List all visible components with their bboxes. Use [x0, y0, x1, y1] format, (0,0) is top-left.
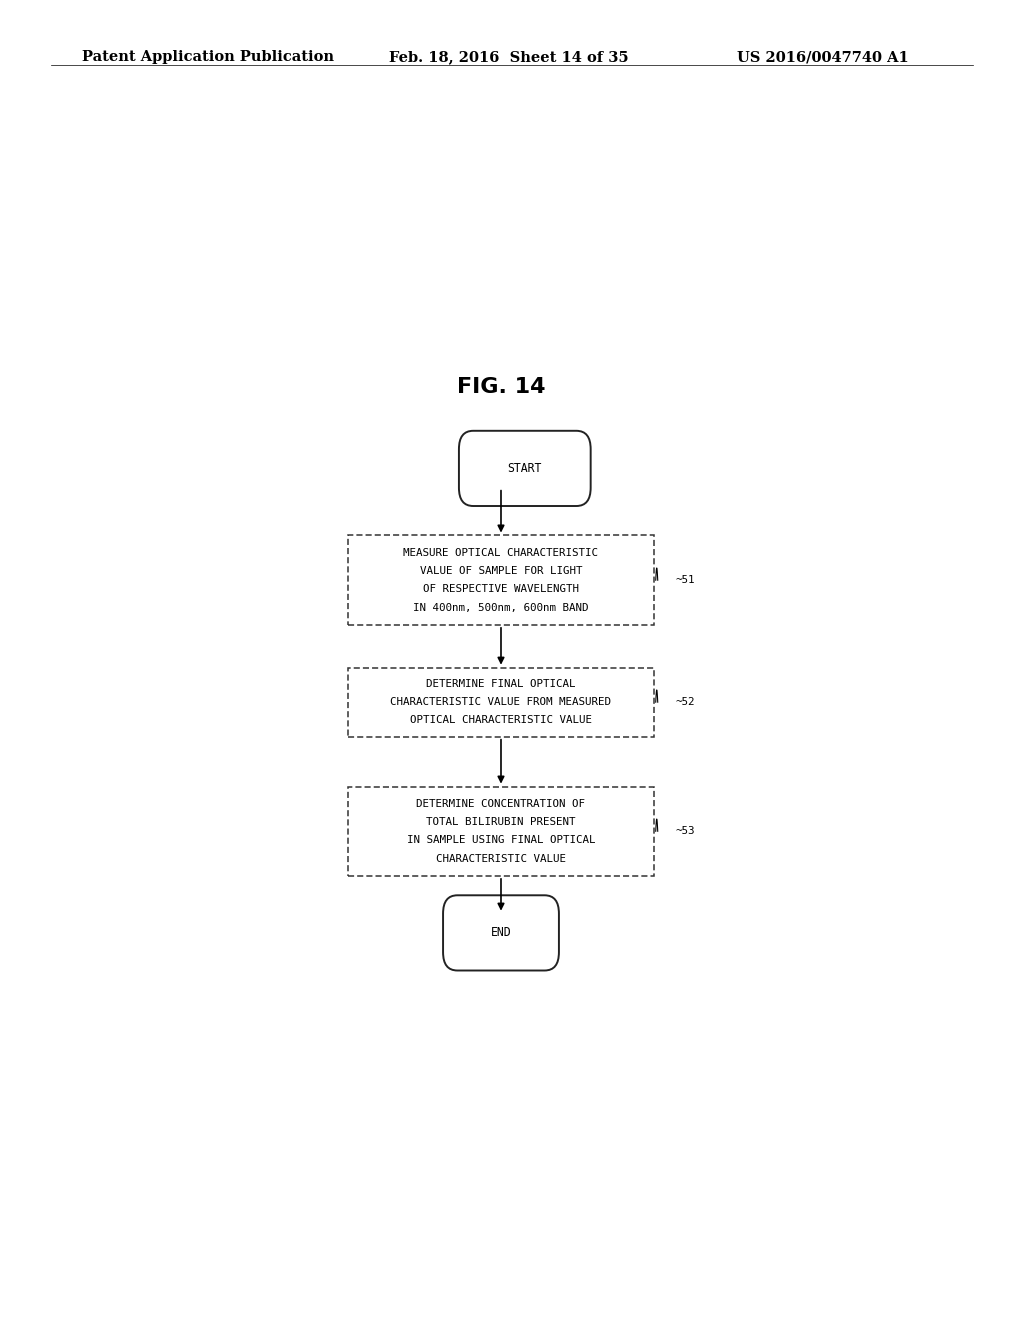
Text: ~53: ~53 — [676, 826, 695, 837]
Text: TOTAL BILIRUBIN PRESENT: TOTAL BILIRUBIN PRESENT — [426, 817, 575, 828]
Text: IN SAMPLE USING FINAL OPTICAL: IN SAMPLE USING FINAL OPTICAL — [407, 836, 595, 845]
FancyBboxPatch shape — [459, 430, 591, 506]
Text: ~51: ~51 — [676, 576, 695, 585]
Text: Feb. 18, 2016  Sheet 14 of 35: Feb. 18, 2016 Sheet 14 of 35 — [389, 50, 629, 65]
FancyBboxPatch shape — [443, 895, 559, 970]
Text: Patent Application Publication: Patent Application Publication — [82, 50, 334, 65]
Text: ~52: ~52 — [676, 697, 695, 708]
Text: DETERMINE FINAL OPTICAL: DETERMINE FINAL OPTICAL — [426, 678, 575, 689]
FancyBboxPatch shape — [348, 536, 653, 624]
Text: US 2016/0047740 A1: US 2016/0047740 A1 — [737, 50, 909, 65]
Text: CHARACTERISTIC VALUE FROM MEASURED: CHARACTERISTIC VALUE FROM MEASURED — [390, 697, 611, 708]
Text: FIG. 14: FIG. 14 — [457, 378, 545, 397]
Text: MEASURE OPTICAL CHARACTERISTIC: MEASURE OPTICAL CHARACTERISTIC — [403, 548, 598, 558]
Text: END: END — [490, 927, 511, 940]
Text: DETERMINE CONCENTRATION OF: DETERMINE CONCENTRATION OF — [417, 799, 586, 809]
Text: CHARACTERISTIC VALUE: CHARACTERISTIC VALUE — [436, 854, 566, 863]
FancyBboxPatch shape — [348, 668, 653, 737]
Text: IN 400nm, 500nm, 600nm BAND: IN 400nm, 500nm, 600nm BAND — [414, 603, 589, 612]
Text: VALUE OF SAMPLE FOR LIGHT: VALUE OF SAMPLE FOR LIGHT — [420, 566, 583, 576]
FancyBboxPatch shape — [348, 787, 653, 876]
Text: OPTICAL CHARACTERISTIC VALUE: OPTICAL CHARACTERISTIC VALUE — [410, 715, 592, 726]
Text: OF RESPECTIVE WAVELENGTH: OF RESPECTIVE WAVELENGTH — [423, 585, 579, 594]
Text: START: START — [508, 462, 542, 475]
